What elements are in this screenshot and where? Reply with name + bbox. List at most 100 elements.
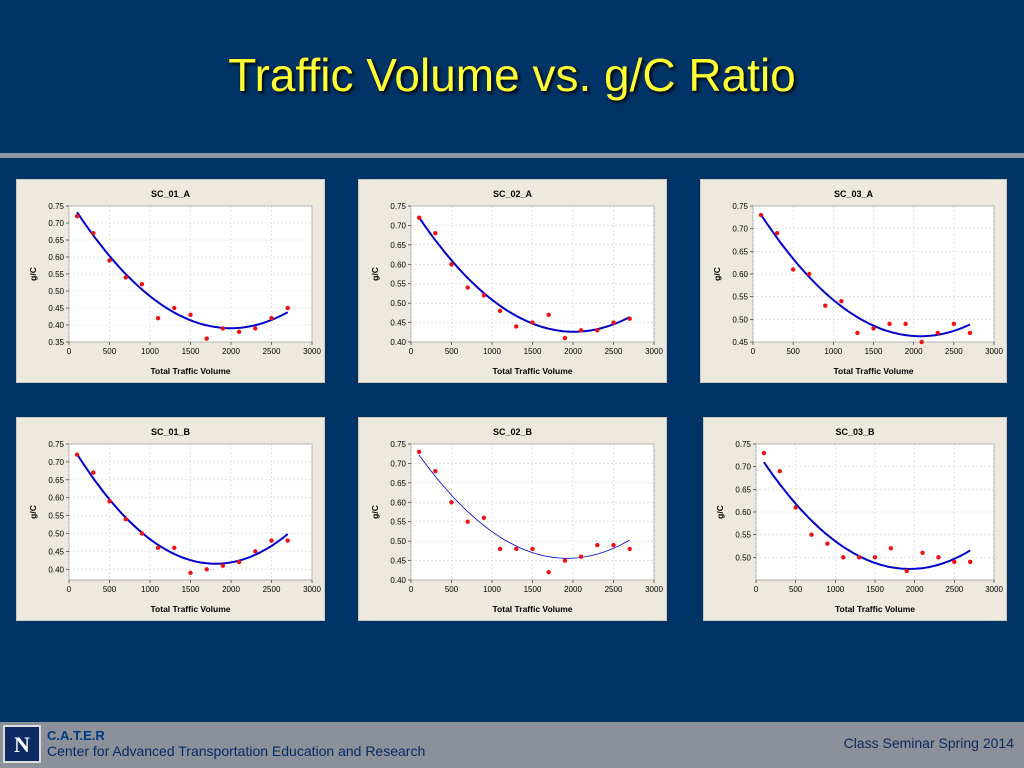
x-tick-label: 0: [409, 585, 414, 594]
data-point: [562, 335, 568, 341]
x-tick-label: 1000: [483, 347, 501, 356]
data-point: [155, 316, 161, 321]
x-tick-label: 2000: [564, 347, 582, 356]
chart-title: SC_02_B: [493, 427, 533, 437]
data-point: [465, 519, 470, 524]
y-tick-label: 0.60: [48, 253, 64, 262]
x-tick-label: 1000: [141, 347, 159, 356]
chart-svg: SC_01_A 0 500 1000 1500 2000 2500 3000 0.35 0.40 0…: [28, 189, 321, 376]
data-point: [172, 305, 177, 311]
data-point: [236, 559, 242, 565]
data-point: [936, 555, 941, 560]
title-rule: [0, 153, 1024, 158]
chart-title: SC_03_B: [835, 427, 875, 437]
x-tick-label: 1500: [866, 585, 884, 594]
x-tick-label: 2500: [263, 347, 281, 356]
x-tick-label: 1500: [524, 585, 542, 594]
y-tick-label: 0.50: [735, 553, 751, 562]
data-point: [481, 293, 487, 298]
data-point: [793, 505, 798, 510]
x-tick-label: 2000: [906, 585, 924, 594]
x-axis-label: Total Traffic Volume: [493, 366, 573, 376]
x-tick-label: 1500: [865, 347, 883, 356]
y-tick-label: 0.45: [48, 547, 64, 556]
data-point: [935, 330, 940, 336]
data-point: [236, 329, 242, 334]
data-point: [188, 312, 193, 317]
y-tick-label: 0.75: [48, 440, 64, 449]
y-tick-label: 0.75: [390, 440, 406, 449]
chart-title: SC_03_A: [834, 189, 874, 199]
data-point: [856, 555, 862, 560]
data-point: [74, 452, 80, 457]
x-tick-label: 1500: [182, 585, 200, 594]
data-point: [611, 542, 616, 548]
x-axis-label: Total Traffic Volume: [493, 604, 573, 614]
data-point: [777, 469, 782, 474]
data-point: [578, 554, 584, 559]
chart-sc-02-b: SC_02_B 0 500 1000 1500 2000 2500 3000 0.40 0.45 0…: [358, 417, 667, 621]
y-axis-label: g/C: [28, 267, 38, 281]
data-point: [433, 469, 438, 474]
data-point: [269, 316, 274, 321]
chart-svg: SC_02_B 0 500 1000 1500 2000 2500 3000 0.40 0.45 0…: [370, 427, 663, 614]
data-point: [285, 305, 290, 311]
x-tick-label: 2500: [605, 347, 623, 356]
data-point: [952, 559, 957, 565]
data-point: [497, 546, 503, 552]
y-tick-label: 0.55: [48, 512, 64, 521]
data-point: [74, 214, 80, 219]
x-tick-label: 2500: [263, 585, 281, 594]
data-point: [562, 558, 568, 563]
chart-svg: SC_01_B 0 500 1000 1500 2000 2500 3000 0.40 0.45 0…: [28, 427, 321, 614]
logo-letter: N: [14, 732, 30, 757]
chart-title: SC_02_A: [493, 189, 533, 199]
chart-title: SC_01_B: [151, 427, 191, 437]
y-tick-label: 0.40: [390, 576, 406, 585]
data-point: [887, 321, 892, 327]
chart-svg: SC_03_B 0 500 1000 1500 2000 2500 3000 0.50 0.55 0…: [715, 427, 1003, 614]
data-point: [497, 308, 503, 314]
y-tick-label: 0.55: [735, 531, 751, 540]
y-tick-label: 0.65: [732, 247, 748, 256]
x-tick-label: 500: [103, 585, 117, 594]
data-point: [841, 555, 846, 560]
fit-line: [418, 454, 630, 559]
x-tick-label: 2500: [945, 347, 963, 356]
y-tick-label: 0.70: [390, 221, 406, 230]
data-point: [809, 532, 814, 537]
y-tick-label: 0.65: [48, 236, 64, 245]
x-tick-label: 3000: [645, 347, 663, 356]
chart-title: SC_01_A: [151, 189, 191, 199]
data-point: [123, 516, 128, 522]
data-point: [220, 326, 226, 331]
x-tick-label: 2000: [564, 585, 582, 594]
y-axis-label: g/C: [28, 505, 38, 519]
x-tick-label: 500: [789, 585, 803, 594]
data-point: [546, 570, 551, 575]
chart-sc-03-b: SC_03_B 0 500 1000 1500 2000 2500 3000 0.50 0.55 0…: [703, 417, 1007, 621]
y-tick-label: 0.75: [735, 440, 751, 449]
data-point: [774, 231, 780, 236]
data-point: [433, 231, 438, 236]
data-point: [627, 546, 632, 552]
x-tick-label: 2000: [905, 347, 923, 356]
chart-svg: SC_03_A 0 500 1000 1500 2000 2500 3000 0.45 0.50 0…: [712, 189, 1003, 376]
y-axis-label: g/C: [715, 505, 725, 519]
y-axis-label: g/C: [370, 267, 380, 281]
data-point: [449, 262, 454, 267]
x-axis-label: Total Traffic Volume: [834, 366, 914, 376]
y-tick-label: 0.50: [390, 299, 406, 308]
data-point: [611, 320, 616, 325]
data-point: [920, 550, 925, 555]
fit-line: [760, 214, 971, 338]
y-tick-label: 0.60: [48, 494, 64, 503]
y-tick-label: 0.70: [390, 459, 406, 468]
data-point: [855, 330, 860, 336]
data-point: [578, 328, 584, 333]
x-tick-label: 0: [754, 585, 759, 594]
y-tick-label: 0.70: [735, 463, 751, 472]
x-tick-label: 1500: [524, 347, 542, 356]
data-point: [253, 326, 258, 331]
y-tick-label: 0.75: [390, 202, 406, 211]
